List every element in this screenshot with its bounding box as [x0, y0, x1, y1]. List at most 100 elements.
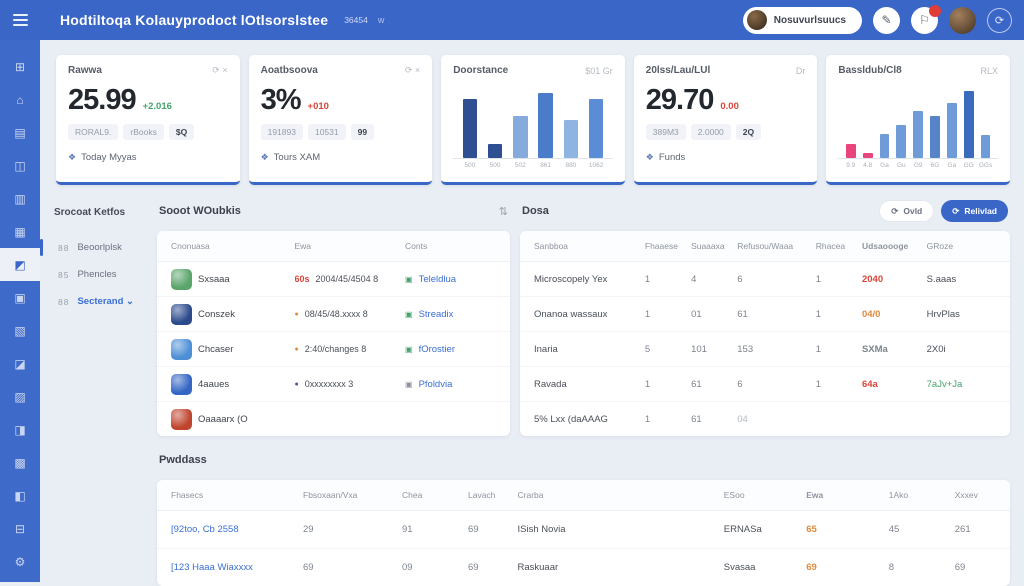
submenu-item-label: Phencles [77, 269, 117, 280]
channels-section: Sooot WOubkis ⇅ Cnonuasa Ewa Conts Sxsaaa 6… [157, 197, 510, 436]
value-cell: 65 [806, 524, 817, 535]
storage-icon: ▨ [14, 389, 26, 404]
flag-icon: ⚐ [919, 13, 930, 27]
sidebar-item-settings[interactable]: ⚙ [0, 545, 40, 578]
stat-card-1: Rawwa ⟳ × 25.99 +2.016 RORAL9. rBooks $Q… [56, 55, 240, 185]
sidebar-item-users[interactable]: ◫ [0, 149, 40, 182]
tools-icon: ◧ [14, 488, 26, 503]
secondary-action-button[interactable]: ⟳ Ovld [879, 200, 935, 222]
sidebar-item-analytics[interactable]: ▣ [0, 281, 40, 314]
sidebar-item-products[interactable]: ◩ [0, 248, 40, 281]
value-cell: 1 [644, 413, 651, 425]
table-row: Oaaaarx (O [157, 402, 510, 436]
app-title-meta: 36454 [344, 15, 368, 25]
sidebar-item-reports[interactable]: ▩ [0, 446, 40, 479]
value-cell: 1 [815, 378, 822, 390]
value-cell: Raskuaar [517, 562, 559, 573]
bar-chart-x-axis: 9.9 4.8 Ga Gu G9 6G Ga GG GGs [838, 162, 998, 169]
metric-delta: +2.016 [142, 101, 172, 112]
value-cell: 69 [468, 524, 479, 535]
tag: 99 [350, 124, 375, 140]
column-header: Ewa [806, 490, 824, 500]
column-header: 1Ako [888, 490, 909, 500]
submenu-item-2[interactable]: 85 Phencles [54, 261, 151, 288]
bar [930, 116, 940, 158]
sidebar-item-archive[interactable]: ⊟ [0, 512, 40, 545]
sync-button[interactable]: ⟳ [987, 7, 1012, 33]
sidebar-item-calendar[interactable]: ◨ [0, 413, 40, 446]
bar-column [943, 82, 960, 158]
value-cell: Svasaa [723, 562, 756, 573]
bar [538, 93, 553, 158]
card-options-icon[interactable]: ⟳ × [212, 65, 228, 75]
sidebar-item-orders[interactable]: ▥ [0, 182, 40, 215]
card-footer-label: Today Myyas [81, 152, 137, 163]
value-cell: 45 [888, 524, 900, 535]
value-cell: SXMa [861, 343, 888, 355]
bar-column [859, 82, 876, 158]
bar-column [927, 82, 944, 158]
row-link[interactable]: Teleldlua [418, 273, 457, 285]
products-icon: ◩ [14, 257, 26, 272]
name-cell: Microscopely Yex [534, 273, 608, 285]
column-header: Chea [402, 490, 423, 500]
column-header: Xxxev [954, 490, 978, 500]
primary-action-button[interactable]: ⟳ Relivlad [941, 200, 1008, 222]
column-header: Rhacea [815, 241, 846, 251]
table-row: 4aaues ● 0xxxxxxxx 3 ▣ Pfoldvia [157, 367, 510, 402]
submenu-item-3[interactable]: 88 Secterand ⌄ [54, 288, 151, 315]
wallet-icon: ❖ [645, 152, 654, 162]
products-section: Pwddass Fhasecs Fbsoxaan/Vxa Chea Lavach Cra… [157, 448, 1010, 586]
main-content: Rawwa ⟳ × 25.99 +2.016 RORAL9. rBooks $Q… [40, 40, 1024, 586]
column-header: Udsaoooge [861, 241, 909, 251]
channels-table-body: Sxsaaa 60s 2004/45/4504 8 ▣ Teleldlua Conszek… [157, 262, 510, 436]
submenu-item-1[interactable]: 88 Beoorlplsk [40, 234, 151, 261]
name-cell: Ravada [534, 378, 567, 390]
network-icon: ◪ [14, 356, 26, 371]
bar-column [584, 82, 609, 158]
date-cell: 60s 2004/45/4504 8 [295, 274, 406, 284]
card-options-icon[interactable]: ⟳ × [404, 65, 421, 75]
sidebar-item-apps[interactable]: ⊞ [0, 50, 40, 83]
sidebar-item-tools[interactable]: ◧ [0, 479, 40, 512]
column-header: GRoze [926, 241, 954, 251]
menu-icon[interactable] [0, 14, 40, 26]
sidebar-item-home[interactable]: ⌂ [0, 83, 40, 116]
card-options-icon[interactable]: Dr [795, 65, 806, 76]
data-section: Dosa ⟳ Ovld ⟳ Relivlad Sanbboa Fhaaese Sua… [520, 197, 1010, 436]
calendar-icon: ◨ [14, 422, 26, 437]
user-menu-button[interactable]: Nosuvurlsuucs [742, 6, 862, 34]
sort-icon[interactable]: ⇅ [498, 205, 508, 218]
sidebar-item-layers[interactable]: ▤ [0, 116, 40, 149]
sync-icon: ⟳ [994, 14, 1005, 27]
list-icon: 85 [58, 269, 70, 280]
row-link[interactable]: Pfoldvia [418, 378, 453, 390]
data-table-header: Sanbboa Fhaaese Suaaaxa Refusou/Waaa Rhacea U… [520, 231, 1010, 262]
x-tick-label: Ga [880, 162, 889, 169]
title-caret-icon[interactable]: w [377, 15, 385, 25]
sidebar-item-storage[interactable]: ▨ [0, 380, 40, 413]
app-icon [171, 373, 192, 395]
sidebar-item-network[interactable]: ◪ [0, 347, 40, 380]
value-cell: 04 [737, 413, 748, 425]
sidebar-item-wallet[interactable]: ▧ [0, 314, 40, 347]
table-row: [123 Haaa Wiaxxxx 69 09 69 Raskuaar Svasaa 69 8… [157, 549, 1010, 586]
stat-card-3: Doorstance $01 Gr 500 500 502 861 880 1062 [441, 55, 625, 185]
date-text: 2:40/changes 8 [304, 344, 367, 354]
profile-avatar[interactable] [949, 6, 976, 34]
column-header: Cnonuasa [171, 241, 210, 251]
sidebar-item-mail[interactable]: ▦ [0, 215, 40, 248]
row-link[interactable]: [92too, Cb 2558 [171, 524, 239, 535]
edit-button[interactable]: ✎ [873, 6, 900, 34]
bar [462, 98, 478, 158]
app-icon [171, 338, 192, 360]
row-link[interactable]: Streadix [418, 308, 454, 320]
app-icon [171, 408, 192, 430]
name-cell: Inaria [534, 343, 558, 355]
row-link[interactable]: [123 Haaa Wiaxxxx [171, 562, 253, 573]
row-link[interactable]: fOrostier [418, 343, 455, 355]
notifications-button[interactable]: ⚐ [911, 4, 941, 34]
tag: RORAL9. [68, 124, 119, 140]
submenu-panel: Srocoat Ketfos 88 Beoorlplsk 85 Phencles 88 S… [40, 197, 157, 436]
date-prefix: 60s [294, 274, 310, 284]
